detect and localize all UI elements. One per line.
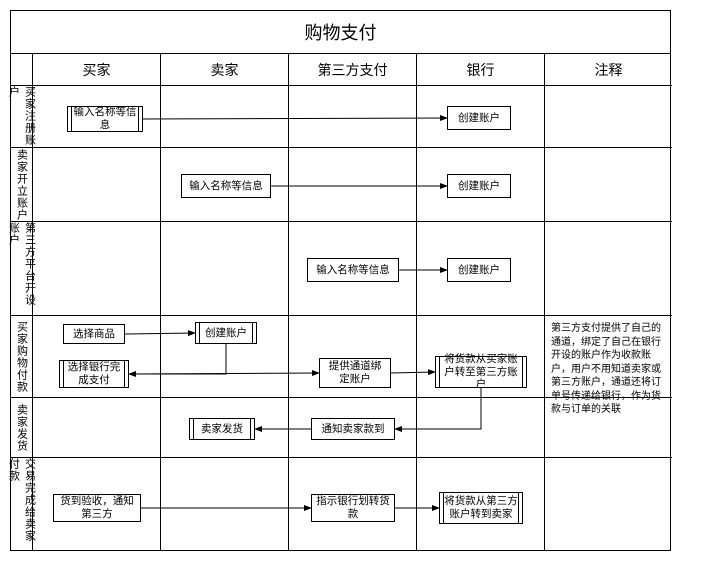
lane-cell <box>161 86 289 148</box>
lane-cell <box>545 222 672 316</box>
lane-cell: 卖家发货 <box>161 398 289 458</box>
lane-cell <box>161 458 289 550</box>
flow-node: 输入名称等信息 <box>67 106 143 132</box>
diagram-title: 购物支付 <box>11 11 670 54</box>
lane-cell: 提供通道绑定账户 <box>289 316 417 398</box>
lane-cell <box>545 148 672 222</box>
phase-label: 第三方平台开设账户 <box>11 222 33 316</box>
lane-cell <box>33 222 161 316</box>
flow-node: 输入名称等信息 <box>181 174 271 198</box>
lane-cell <box>33 398 161 458</box>
flow-node: 选择商品 <box>63 324 125 344</box>
lane-cell: 将货款从第三方账户转到卖家 <box>417 458 545 550</box>
lane-cell: 第三方支付提供了自己的通道，绑定了自己在银行开设的账户作为收款账户，用户不用知道… <box>545 316 672 398</box>
flow-node: 将货款从第三方账户转到卖家 <box>439 492 523 524</box>
lane-cell: 创建账户 <box>417 148 545 222</box>
flow-node: 通知卖家款到 <box>311 418 395 440</box>
lane-cell <box>289 148 417 222</box>
lane-cell: 创建账户 <box>417 222 545 316</box>
flow-node: 卖家发货 <box>189 418 255 440</box>
lane-cell <box>545 86 672 148</box>
flow-node: 指示银行划转货款 <box>311 494 395 522</box>
lane-cell: 选择商品选择银行完成支付 <box>33 316 161 398</box>
lane-cell: 指示银行划转货款 <box>289 458 417 550</box>
flow-node: 创建账户 <box>447 258 511 282</box>
phase-label: 交易完成给卖家付款 <box>11 458 33 550</box>
lane-cell <box>545 398 672 458</box>
lane-cell <box>289 86 417 148</box>
lane-cell: 将货款从买家账户转至第三方账户 <box>417 316 545 398</box>
lane-header: 买家 <box>33 54 161 86</box>
lane-cell <box>417 398 545 458</box>
lane-header: 银行 <box>417 54 545 86</box>
flow-node: 创建账户 <box>447 174 511 198</box>
phase-label: 买家注册账户 <box>11 86 33 148</box>
lane-cell <box>161 222 289 316</box>
lane-cell: 货到验收，通知第三方 <box>33 458 161 550</box>
flow-node: 将货款从买家账户转至第三方账户 <box>435 356 527 388</box>
flow-node: 提供通道绑定账户 <box>319 358 391 388</box>
lane-cell: 创建账户 <box>417 86 545 148</box>
lane-cell: 创建账户 <box>161 316 289 398</box>
phase-label: 买家购物付款 <box>11 316 33 398</box>
phase-label: 卖家发货 <box>11 398 33 458</box>
swimlane-diagram: 购物支付 买家卖家第三方支付银行注释买家注册账户输入名称等信息创建账户卖家开立账… <box>10 10 671 551</box>
annotation-text: 第三方支付提供了自己的通道，绑定了自己在银行开设的账户作为收款账户，用户不用知道… <box>549 320 669 392</box>
lane-header: 第三方支付 <box>289 54 417 86</box>
lane-header: 注释 <box>545 54 672 86</box>
phase-label: 卖家开立账户 <box>11 148 33 222</box>
flow-node: 选择银行完成支付 <box>59 360 129 388</box>
lane-cell: 通知卖家款到 <box>289 398 417 458</box>
lane-cell <box>33 148 161 222</box>
lane-header: 卖家 <box>161 54 289 86</box>
flow-node: 创建账户 <box>447 106 511 130</box>
flow-node: 货到验收，通知第三方 <box>53 494 141 522</box>
swimlane-grid: 买家卖家第三方支付银行注释买家注册账户输入名称等信息创建账户卖家开立账户输入名称… <box>11 54 672 550</box>
lane-cell: 输入名称等信息 <box>33 86 161 148</box>
lane-cell <box>545 458 672 550</box>
lane-cell: 输入名称等信息 <box>289 222 417 316</box>
flow-node: 创建账户 <box>195 322 257 344</box>
flow-node: 输入名称等信息 <box>307 258 399 282</box>
lane-cell: 输入名称等信息 <box>161 148 289 222</box>
